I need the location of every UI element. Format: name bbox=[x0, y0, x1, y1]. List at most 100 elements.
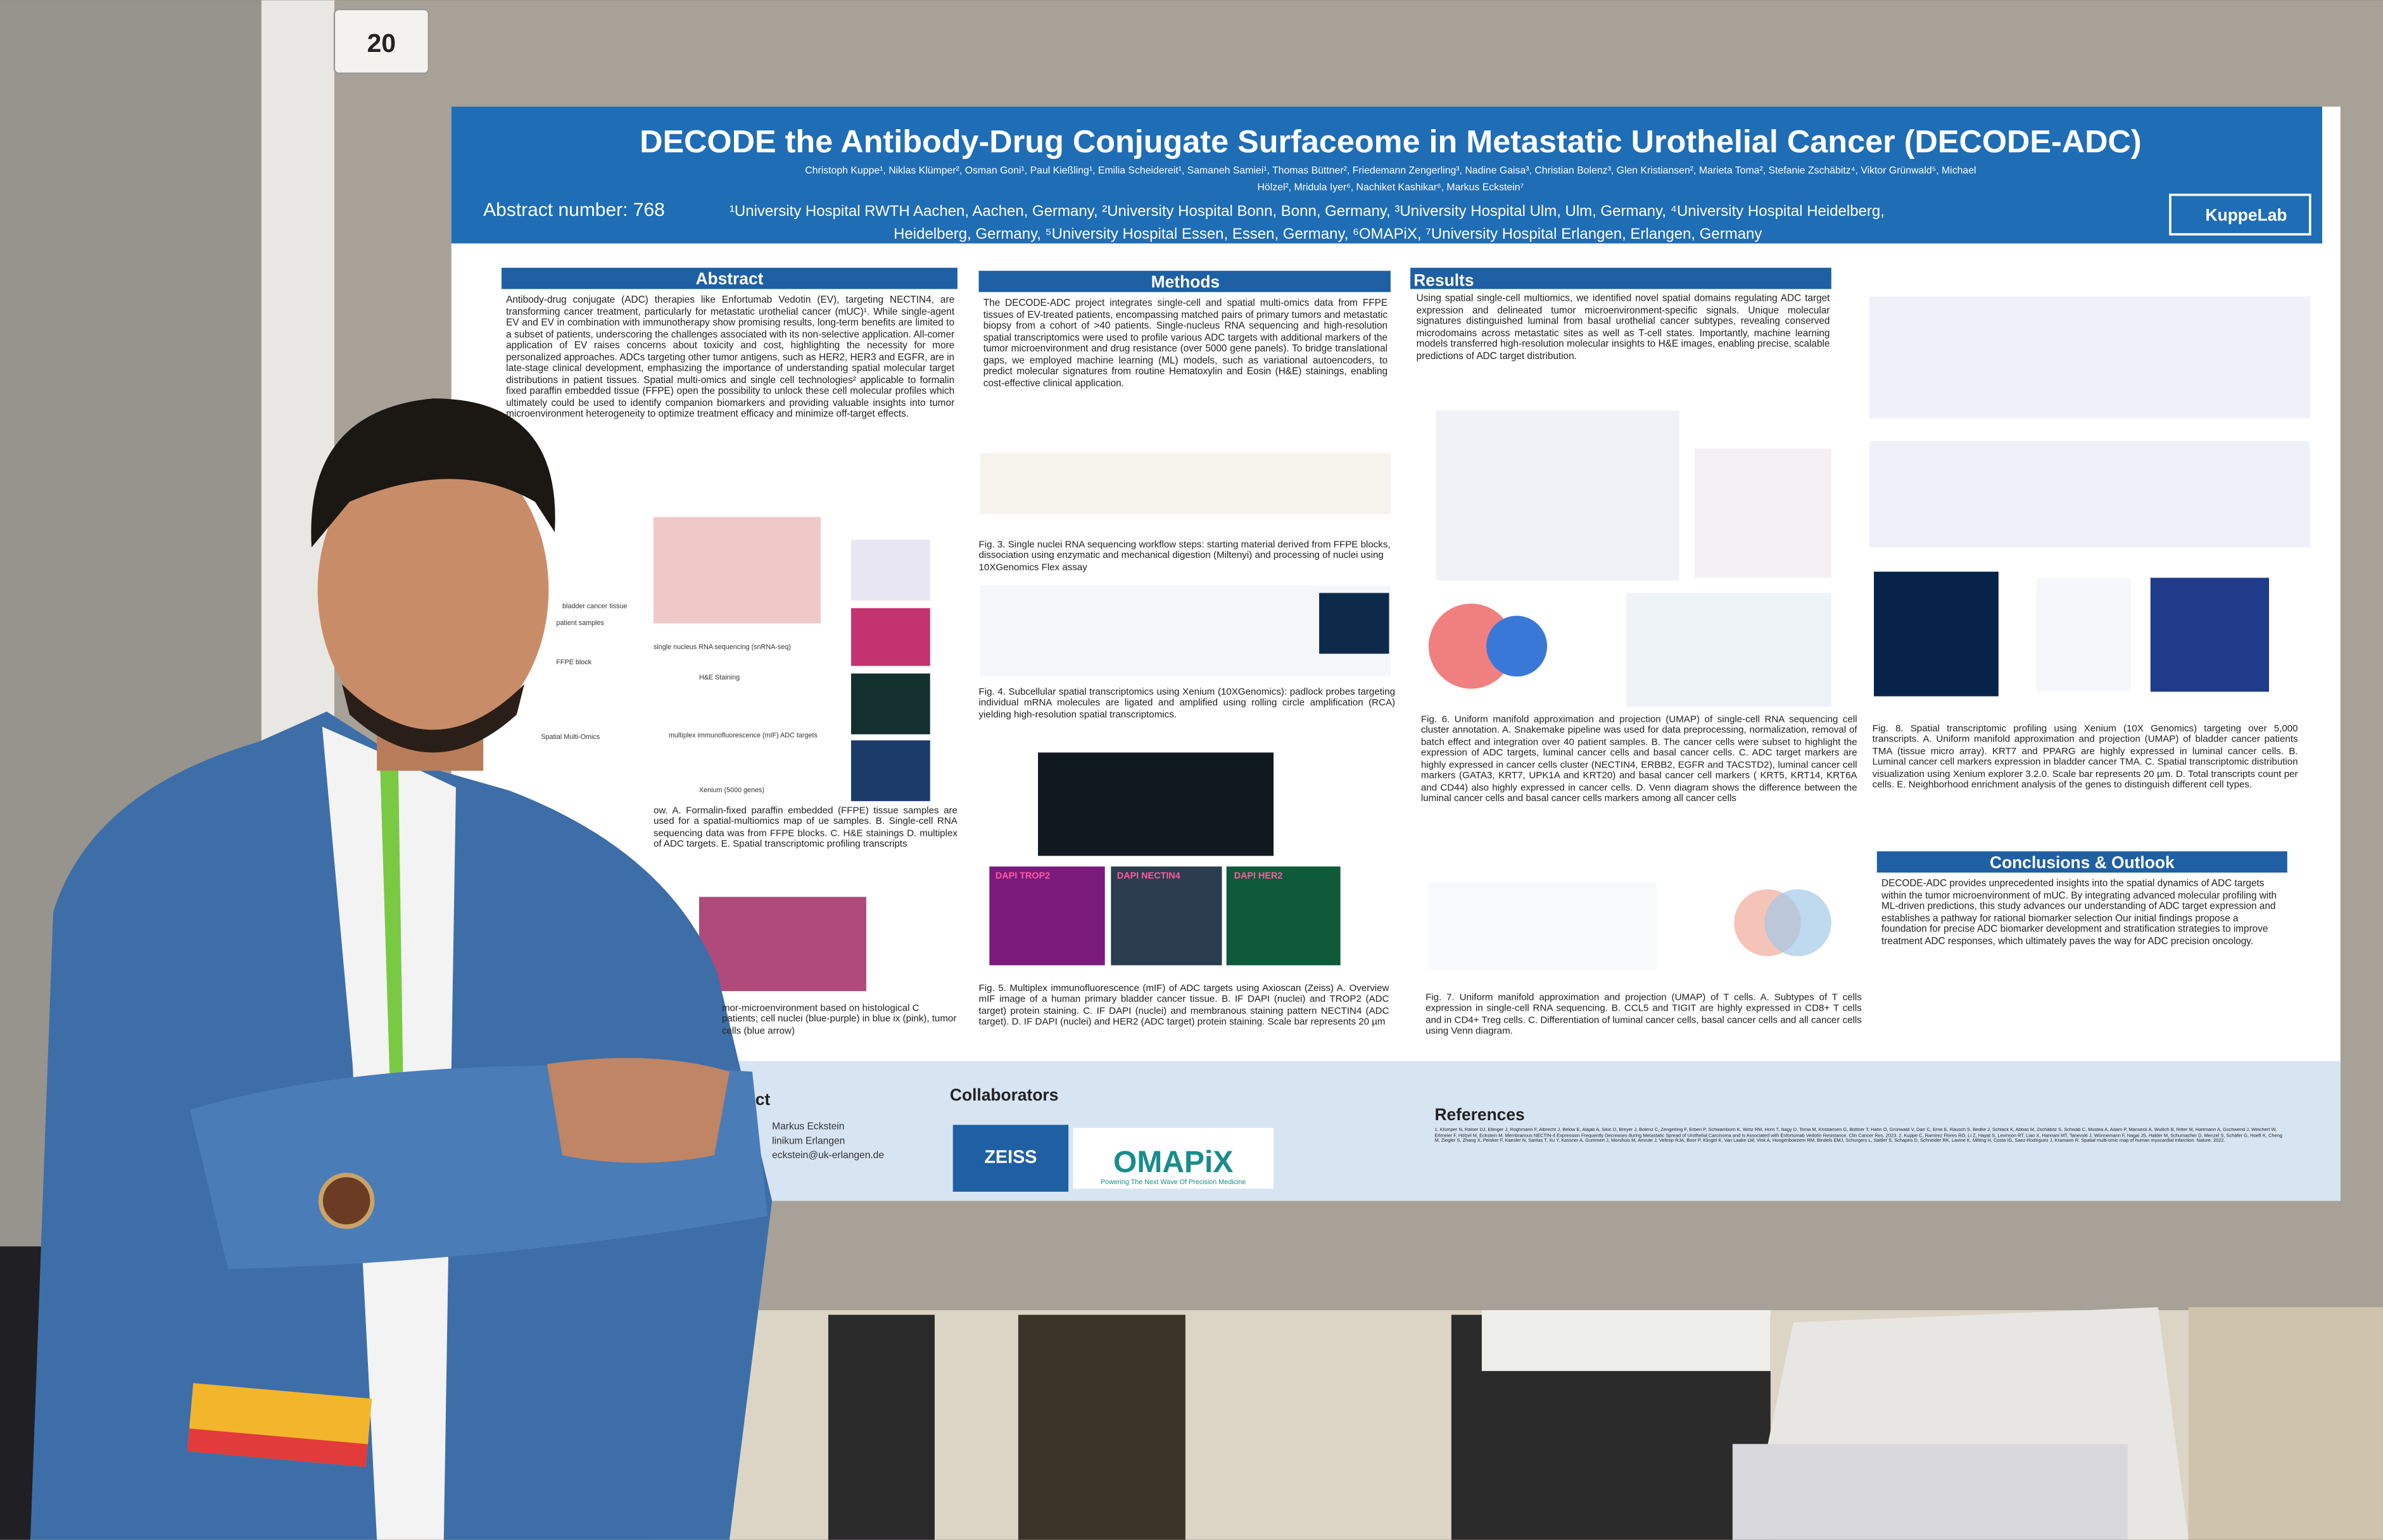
figure-caption: Fig. 6. Uniform manifold approximation a… bbox=[1420, 714, 1857, 804]
figure-caption-box: mor-microenvironment based on histologic… bbox=[721, 1003, 957, 1037]
figure-image bbox=[1111, 866, 1222, 966]
figure-caption-box: ow. A. Formalin-fixed paraffin embedded … bbox=[653, 805, 958, 850]
figure-image bbox=[989, 866, 1105, 966]
figure-caption-box: Fig. 4. Subcellular spatial transcriptom… bbox=[978, 687, 1396, 721]
figure-label: DAPI NECTIN4 bbox=[1117, 871, 1180, 881]
section-heading: Methods bbox=[1151, 272, 1220, 291]
figure-caption-box: Fig. 6. Uniform manifold approximation a… bbox=[1420, 714, 1857, 804]
references-text-box: 1. Klümper N, Ralser DJ, Ellinger J, Rog… bbox=[1434, 1128, 2282, 1144]
person-background bbox=[1481, 1310, 1771, 1372]
footer-heading: Collaborators bbox=[950, 1085, 1058, 1104]
person-background bbox=[828, 1315, 935, 1540]
abstract-text-box: Antibody-drug conjugate (ADC) therapies … bbox=[506, 295, 955, 420]
figure-label: Xenium (5000 genes) bbox=[699, 786, 764, 794]
poster-title: DECODE the Antibody-Drug Conjugate Surfa… bbox=[640, 123, 2142, 159]
references-text: 1. Klümper N, Ralser DJ, Ellinger J, Rog… bbox=[1434, 1128, 2282, 1144]
omapix-text: OMAPiX bbox=[1113, 1146, 1233, 1179]
figure-image bbox=[1436, 410, 1679, 581]
figure-image bbox=[850, 740, 930, 802]
figure-label: single nucleus RNA sequencing (snRNA-seq… bbox=[654, 643, 791, 651]
lanyard bbox=[379, 760, 405, 1156]
logo-text: KuppeLab bbox=[2206, 205, 2287, 224]
figure-caption: ow. A. Formalin-fixed paraffin embedded … bbox=[653, 805, 958, 850]
badge-stripe bbox=[187, 1428, 368, 1467]
figure-caption: Fig. 4. Subcellular spatial transcriptom… bbox=[978, 687, 1396, 721]
venn-circle bbox=[1764, 889, 1831, 956]
watch bbox=[318, 1172, 375, 1229]
section-bar bbox=[978, 270, 1391, 293]
laptop bbox=[1732, 1444, 2128, 1540]
figure-image bbox=[1226, 866, 1341, 966]
figure-image bbox=[850, 608, 930, 666]
section-heading: Abstract bbox=[695, 269, 763, 288]
figure-label: multiplex immunofluorescence (mIF) ADC t… bbox=[669, 731, 818, 739]
figure-image bbox=[850, 673, 930, 735]
figure-label: bladder cancer tissue bbox=[562, 602, 627, 610]
omapix-tagline: Powering The Next Wave Of Precision Medi… bbox=[1101, 1178, 1246, 1186]
figure-image bbox=[2036, 578, 2131, 692]
figure-image bbox=[698, 897, 866, 992]
zeiss-logo bbox=[952, 1125, 1069, 1192]
affiliation: Heidelberg, Germany, ⁵University Hospita… bbox=[894, 225, 1762, 243]
figure-caption: Fig. 7. Uniform manifold approximation a… bbox=[1425, 992, 1862, 1037]
methods-text: The DECODE-ADC project integrates single… bbox=[983, 298, 1388, 389]
figure-label: patient samples bbox=[556, 619, 604, 627]
authors: Christoph Kuppe¹, Niklas Klümper², Osman… bbox=[805, 165, 1976, 176]
omapix-logo bbox=[1073, 1128, 1274, 1189]
abstract-text: Antibody-drug conjugate (ADC) therapies … bbox=[506, 295, 955, 420]
figure-label: Spatial Multi-Omics bbox=[541, 733, 600, 741]
beard bbox=[341, 684, 524, 753]
figure-label: DAPI HER2 bbox=[1234, 871, 1283, 881]
wall bbox=[2188, 1307, 2383, 1540]
footer-heading: References bbox=[1434, 1105, 1524, 1124]
figure-caption-box: Fig. 8. Spatial transcriptomic profiling… bbox=[1872, 723, 2298, 791]
abstract-number: Abstract number: 768 bbox=[483, 199, 665, 220]
figure-caption-box: Fig. 3. Single nuclei RNA sequencing wor… bbox=[978, 540, 1391, 573]
conclusions-text-box: DECODE-ADC provides unprecedented insigh… bbox=[1881, 878, 2277, 947]
figure-label: H&E Staining bbox=[699, 674, 740, 681]
figure-caption: mor-microenvironment based on histologic… bbox=[721, 1003, 957, 1037]
figure-caption-box: Fig. 7. Uniform manifold approximation a… bbox=[1425, 992, 1862, 1037]
board-number: 20 bbox=[367, 28, 396, 58]
venn-circle bbox=[1486, 615, 1548, 677]
figure-image bbox=[980, 453, 1391, 514]
logo-box bbox=[2169, 193, 2311, 236]
poster-header bbox=[451, 106, 2323, 244]
figure-image bbox=[850, 540, 930, 601]
board-number-card bbox=[333, 8, 429, 74]
section-bar bbox=[1876, 851, 2287, 873]
figure-image bbox=[1626, 593, 1831, 707]
contact-line: eckstein@uk-erlangen.de bbox=[772, 1150, 884, 1161]
hair bbox=[311, 398, 555, 548]
venn-circle bbox=[1428, 603, 1514, 689]
results-text-box: Using spatial single-cell multiomics, we… bbox=[1417, 294, 1830, 362]
hand bbox=[547, 1057, 730, 1163]
figure-caption: Fig. 5. Multiplex immunofluorescence (mI… bbox=[978, 983, 1389, 1028]
contact-line: Markus Eckstein bbox=[772, 1121, 844, 1132]
figure-caption: Fig. 3. Single nuclei RNA sequencing wor… bbox=[978, 540, 1391, 573]
contact-line: linikum Erlangen bbox=[772, 1135, 845, 1146]
section-bar bbox=[501, 267, 958, 289]
figure-image bbox=[653, 517, 821, 624]
figure-label: DAPI TROP2 bbox=[996, 871, 1050, 881]
conclusions-text: DECODE-ADC provides unprecedented insigh… bbox=[1881, 878, 2277, 947]
figure-caption-box: Fig. 5. Multiplex immunofluorescence (mI… bbox=[978, 983, 1389, 1028]
figure-image bbox=[1319, 593, 1389, 654]
figure-image bbox=[1694, 448, 1831, 578]
footer-heading: ct bbox=[755, 1090, 771, 1109]
affiliation: ¹University Hospital RWTH Aachen, Aachen… bbox=[730, 203, 1885, 220]
methods-text-box: The DECODE-ADC project integrates single… bbox=[983, 298, 1388, 389]
figure-image bbox=[1869, 296, 2310, 419]
figure-caption: Fig. 8. Spatial transcriptomic profiling… bbox=[1872, 723, 2298, 791]
authors: Hölzel², Mridula Iyer⁶, Nachiket Kashika… bbox=[1258, 182, 1524, 192]
zeiss-text: ZEISS bbox=[984, 1147, 1037, 1167]
figure-image bbox=[1874, 571, 1999, 697]
figure-image bbox=[1428, 881, 1657, 970]
section-heading: Conclusions & Outlook bbox=[1990, 853, 2175, 872]
figure-image bbox=[1038, 752, 1274, 856]
person-background bbox=[1018, 1315, 1185, 1540]
figure-image bbox=[2150, 578, 2270, 692]
figure-image bbox=[1869, 441, 2310, 548]
